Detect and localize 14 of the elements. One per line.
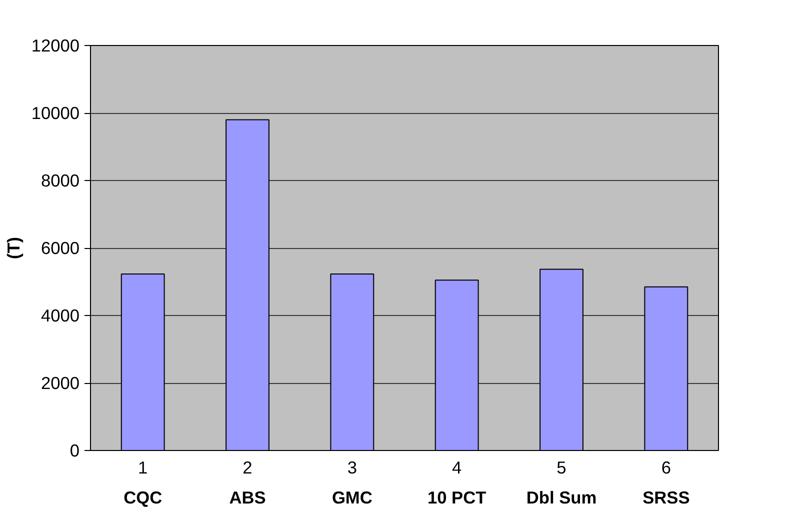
y-tick-label: 0 [70,440,80,460]
y-tick-label: 12000 [31,36,80,56]
category-label: 3 GMC [332,458,372,508]
y-axis-title: (T) [3,236,24,260]
category-label: 4 10 PCT [427,458,486,508]
category-label: 2 ABS [229,458,266,508]
y-tick-label: 4000 [40,306,80,326]
y-tick-label: 2000 [40,373,80,393]
y-tick-label: 8000 [40,170,80,190]
category-label: 5 Dbl Sum [526,458,597,508]
y-tick-label: 10000 [31,103,80,123]
y-tick-label: 6000 [40,238,80,258]
category-label: 1 CQC [124,458,162,508]
category-label: 6 SRSS [642,458,690,508]
